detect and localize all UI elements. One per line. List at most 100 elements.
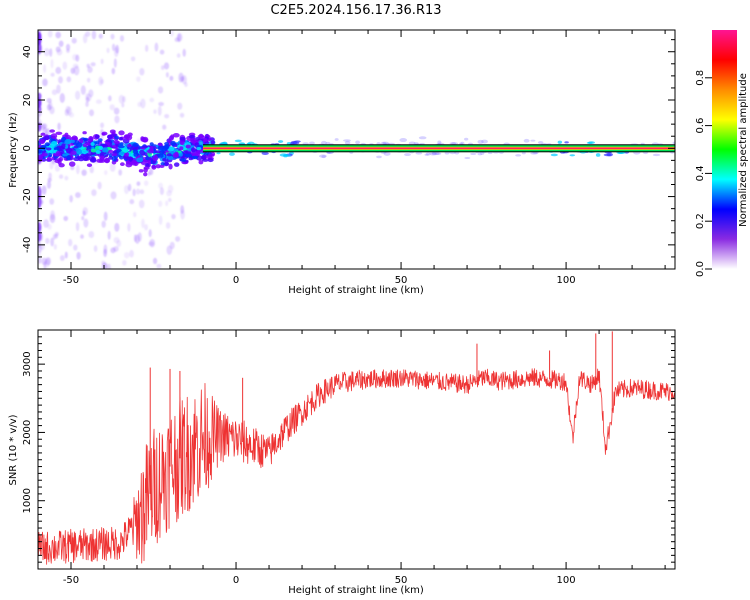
spectrogram-cell	[50, 133, 58, 139]
spectrogram-cell	[143, 172, 148, 177]
spectrogram-speckle	[55, 46, 61, 53]
colorbar-gradient	[712, 30, 737, 269]
spectrogram-speckle	[55, 31, 62, 39]
spectrogram-cell	[521, 151, 526, 155]
spectrogram-speckle	[149, 238, 156, 248]
spectrogram-speckle	[139, 189, 145, 195]
spectrogram-speckle	[163, 62, 170, 70]
spectrogram-speckle	[50, 72, 55, 77]
spectrogram-cell	[198, 140, 204, 146]
spectrogram-speckle	[48, 172, 52, 180]
spectrogram-cell	[45, 147, 52, 151]
spectrogram-cell	[425, 152, 431, 156]
spectrogram-speckle	[38, 32, 42, 45]
spectrogram-cell	[54, 159, 61, 163]
spectrogram-cell	[197, 134, 205, 138]
spectrogram-speckle	[38, 99, 42, 109]
spectrogram-speckle	[164, 114, 170, 119]
spectrogram-speckle	[93, 245, 98, 252]
spectrogram-speckle	[55, 66, 62, 75]
spectrogram-speckle	[147, 171, 151, 176]
spectrogram-cell	[179, 157, 187, 162]
spectrogram-speckle	[76, 251, 81, 260]
spectrogram-cell	[123, 134, 131, 140]
x-tick-label: 50	[395, 575, 408, 586]
spectrogram-speckle	[72, 53, 78, 61]
spectrogram-speckle	[133, 211, 137, 218]
spectrogram-speckle	[168, 197, 172, 203]
spectrogram-speckle	[59, 255, 65, 261]
x-tick-label: 0	[233, 575, 239, 586]
spectrogram-speckle	[99, 79, 104, 84]
spectrogram-cell	[477, 139, 484, 144]
spectrogram-speckle	[174, 37, 180, 42]
spectrogram-speckle	[89, 165, 94, 174]
spectrogram-cell	[82, 131, 87, 135]
spectrogram-cell	[44, 142, 51, 148]
spectrogram-speckle	[41, 185, 47, 195]
snr-x-label: Height of straight line (km)	[288, 585, 424, 596]
spectrogram-cell	[672, 141, 675, 145]
colorbar: 0.0 0.2 0.4 0.6 0.8 Normalized spectral ampl…	[695, 30, 749, 277]
spectrogram-frame	[37, 29, 676, 270]
spectrogram-cell	[178, 152, 183, 157]
spectrogram-speckle	[144, 44, 149, 52]
spectrogram-cell	[55, 131, 63, 135]
spectrogram-speckle	[111, 67, 116, 75]
spectrogram-speckle	[65, 43, 71, 51]
spectrogram-cell	[376, 155, 382, 159]
spectrogram-cell	[99, 156, 105, 162]
spectrogram-speckle	[50, 58, 54, 69]
chart-title: C2E5.2024.156.17.36.R13	[270, 3, 441, 18]
spectrogram-cell	[144, 163, 150, 168]
spectrogram-speckle	[123, 251, 130, 259]
spectrogram-speckle	[160, 65, 165, 71]
spectrogram-cell	[481, 139, 488, 144]
y-tick-label: 3000	[22, 351, 33, 376]
spectrogram-cell	[90, 148, 97, 153]
spectrogram-cell	[102, 147, 109, 153]
spectrogram-speckle	[137, 101, 142, 108]
spectrogram-cell	[173, 162, 180, 167]
spectrogram-cell	[399, 138, 408, 143]
spectrogram-speckle	[159, 187, 165, 195]
spectrogram-cell	[170, 134, 175, 140]
snr-spikes	[149, 331, 613, 494]
spectrogram-cell	[111, 155, 117, 162]
spectrogram-cell	[557, 140, 563, 144]
spectrogram-cell	[136, 157, 144, 163]
spectrogram-cell	[404, 153, 411, 157]
spectrogram-speckle	[107, 263, 111, 269]
spectrogram-cell	[480, 151, 485, 155]
spectrogram-speckle	[109, 163, 116, 172]
spectrogram-speckle	[156, 263, 162, 269]
spectrogram-speckle	[50, 210, 55, 220]
snr-series-line	[38, 368, 675, 565]
spectrogram-speckle	[123, 185, 129, 195]
spectrogram-cell	[46, 156, 52, 162]
spectrogram-cell	[111, 152, 118, 157]
spectrogram-cell	[207, 158, 214, 163]
spectrogram-speckle	[114, 222, 120, 232]
colorbar-tick-label: 0.6	[695, 118, 706, 134]
spectrogram-speckle	[118, 94, 125, 104]
spectrogram-cell	[415, 151, 423, 155]
spectrogram-speckle	[95, 99, 102, 104]
spectrogram-speckle	[38, 186, 42, 200]
spectrogram-speckle	[71, 37, 77, 44]
spectrogram-cell	[81, 149, 88, 154]
spectrogram-cell	[355, 140, 360, 145]
spectrogram-cell	[530, 151, 538, 155]
spectrogram-speckle	[139, 67, 145, 76]
spectrogram-cell	[118, 130, 125, 136]
x-tick-label: 50	[395, 275, 408, 286]
spectrogram-speckle	[88, 230, 95, 239]
spectrogram-cell	[530, 139, 536, 142]
spectrogram-cell	[59, 145, 65, 151]
spectrogram-cell	[38, 154, 44, 160]
spectrogram-speckle	[54, 164, 61, 172]
snr-y-label: SNR (10 * v/v)	[8, 414, 19, 485]
spectrogram-speckle	[132, 188, 136, 197]
spectrogram-cell	[434, 152, 442, 156]
spectrogram-cell	[104, 158, 110, 164]
